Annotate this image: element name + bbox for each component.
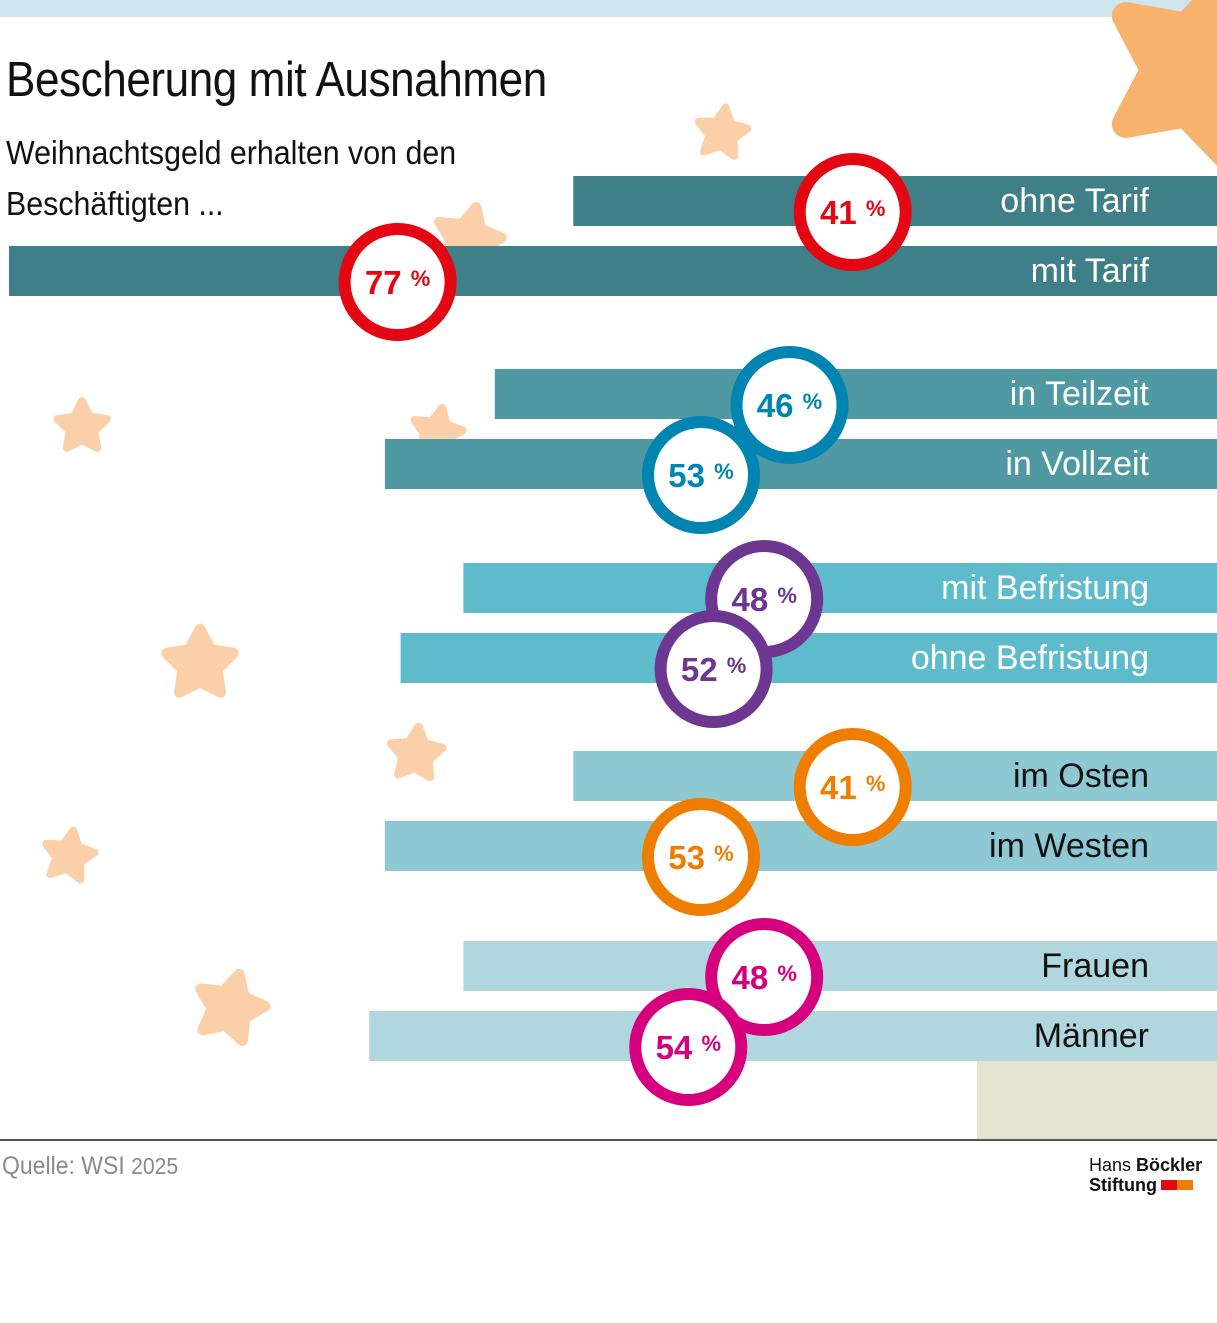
value-ring — [793, 153, 912, 271]
rings-layer: 41 % 77 % 46 % 53 % 48 % 52 % 41 % 53 % 48 % 54 % — [338, 153, 912, 1106]
value-label: 53 % — [668, 839, 733, 876]
logo-line-2: Stiftung — [1089, 1175, 1214, 1195]
value-ring — [642, 798, 760, 916]
bar — [384, 821, 1217, 871]
value-label: 48 % — [731, 581, 796, 618]
value-label: 77 % — [365, 264, 430, 301]
bar — [9, 246, 1217, 296]
bar-label: in Vollzeit — [1005, 445, 1149, 483]
star-decoration — [195, 968, 271, 1047]
value-label: 41 % — [820, 769, 885, 806]
decoration-stars — [42, 0, 1217, 1047]
footer-rule — [0, 1139, 1217, 1141]
top-band — [0, 0, 1217, 17]
bar-label: im Osten — [1013, 757, 1149, 795]
value-ring — [338, 223, 457, 341]
value-ring — [642, 416, 760, 534]
bar-label: im Westen — [989, 827, 1149, 865]
logo-stiftung: Stiftung — [1089, 1175, 1157, 1195]
value-label: 54 % — [656, 1029, 721, 1066]
logo-hans: Hans — [1089, 1155, 1132, 1175]
source-note: Quelle: WSI 2025 — [2, 1152, 178, 1181]
bar — [463, 941, 1217, 991]
bar-label: Männer — [1034, 1017, 1149, 1055]
hans-boeckler-logo[interactable]: Hans Böckler Stiftung — [1089, 1155, 1214, 1195]
value-label: 53 % — [668, 457, 733, 494]
star-decoration — [386, 722, 447, 782]
corner-box — [977, 1061, 1217, 1139]
logo-boeckler: Böckler — [1136, 1155, 1203, 1175]
bar-label: mit Befristung — [941, 569, 1149, 607]
star-decoration — [53, 397, 111, 452]
bar-label: Frauen — [1041, 947, 1149, 985]
logo-line-1: Hans Böckler — [1089, 1155, 1214, 1175]
source-year: 2025 — [131, 1153, 179, 1179]
value-label: 52 % — [681, 651, 746, 688]
bar-label: in Teilzeit — [1010, 375, 1150, 413]
logo-orange-square — [1176, 1180, 1193, 1190]
value-ring — [629, 988, 748, 1106]
bar-label: ohne Tarif — [1000, 182, 1149, 220]
bar — [463, 563, 1217, 613]
value-ring — [730, 346, 849, 464]
bars-layer: ohne Tarif mit Tarif in Teilzeit in Vollzei… — [9, 176, 1217, 1061]
chart-title: Bescherung mit Ausnahmen — [6, 53, 547, 107]
chart-subtitle: Weihnachtsgeld erhalten von den Beschäft… — [6, 134, 457, 222]
value-ring — [654, 610, 773, 728]
value-label: 41 % — [820, 194, 885, 231]
source-label: Quelle: WSI — [2, 1152, 125, 1180]
star-decoration — [42, 826, 99, 884]
value-ring — [793, 728, 912, 846]
value-ring — [705, 918, 824, 1036]
logo-red-square — [1160, 1180, 1177, 1190]
bar-label: mit Tarif — [1031, 252, 1150, 290]
value-label: 48 % — [731, 959, 796, 996]
star-decoration — [161, 623, 239, 698]
star-decoration — [1111, 0, 1217, 166]
bar-label: ohne Befristung — [911, 639, 1149, 677]
star-decoration — [694, 103, 752, 160]
bar — [494, 369, 1217, 419]
bar — [400, 633, 1217, 683]
value-label: 46 % — [757, 387, 822, 424]
